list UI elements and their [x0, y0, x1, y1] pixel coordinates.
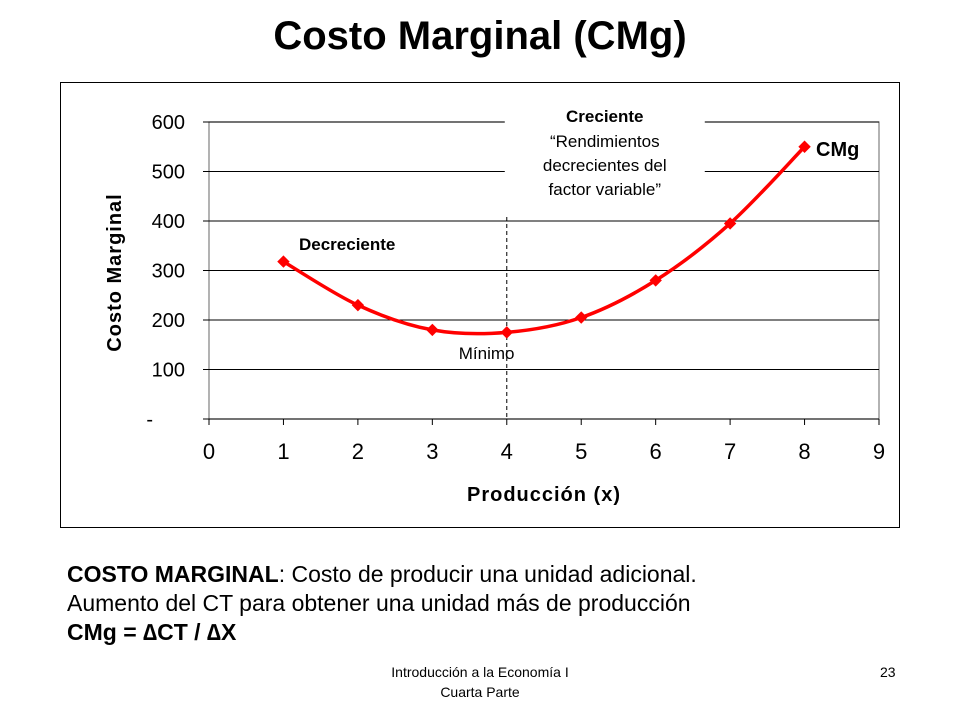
- cmg-data-point: [649, 274, 662, 287]
- x-tick-label: 3: [426, 439, 438, 464]
- cmg-data-point: [575, 311, 588, 324]
- footer-part: Cuarta Parte: [440, 684, 520, 700]
- x-tick-label: 0: [203, 439, 215, 464]
- annotation-increasing-line: decrecientes del: [543, 156, 667, 175]
- formula-line: CMg = ∆CT / ∆X: [67, 619, 237, 645]
- footer: Introducción a la Economía I Cuarta Part…: [330, 662, 630, 702]
- y-tick-label: -: [146, 409, 153, 431]
- slide-title: Costo Marginal (CMg): [273, 14, 687, 58]
- annotation-minimum: Mínimo: [459, 344, 515, 363]
- annotation-increasing-line: factor variable”: [549, 180, 662, 199]
- x-axis-title: Producción (x): [467, 484, 621, 506]
- x-tick-label: 8: [798, 439, 810, 464]
- definition-text: : Costo de producir una unidad adicional…: [278, 561, 697, 587]
- x-tick-label: 9: [873, 439, 885, 464]
- explanation-line: Aumento del CT para obtener una unidad m…: [67, 590, 691, 616]
- cmg-data-point: [798, 140, 811, 153]
- x-tick-label: 2: [352, 439, 364, 464]
- cmg-data-point: [500, 326, 513, 339]
- y-tick-label: 300: [152, 261, 185, 283]
- annotation-increasing-title: Creciente: [566, 107, 643, 126]
- chart-frame: - 100 200 300 400 500 600 0 1 2 3 4 5 6 7 8 9 Producción …: [60, 82, 900, 528]
- body-text: COSTO MARGINAL: Costo de producir una un…: [67, 560, 947, 647]
- y-tick-label: 100: [152, 360, 185, 382]
- annotation-decreasing: Decreciente: [299, 235, 395, 254]
- definition-line: COSTO MARGINAL: Costo de producir una un…: [67, 560, 947, 589]
- annotation-increasing-line: “Rendimientos: [550, 132, 660, 151]
- y-tick-label: 400: [152, 211, 185, 233]
- x-tick-label: 1: [277, 439, 289, 464]
- increasing-label-box: [504, 95, 705, 213]
- x-tick-label: 5: [575, 439, 587, 464]
- cmg-data-point: [426, 323, 439, 337]
- y-tick-label: 600: [152, 112, 185, 134]
- cmg-data-point: [351, 298, 365, 312]
- x-tick-label: 7: [724, 439, 736, 464]
- cmg-data-point: [723, 217, 737, 230]
- x-tick-label: 4: [501, 439, 513, 464]
- y-tick-label: 200: [152, 310, 185, 332]
- page-number: 23: [880, 664, 896, 680]
- marginal-cost-chart: - 100 200 300 400 500 600 0 1 2 3 4 5 6 7 8 9 Producción …: [104, 95, 885, 506]
- x-tick-label: 6: [650, 439, 662, 464]
- y-axis-title: Costo Marginal: [104, 193, 126, 351]
- series-label-cmg: CMg: [816, 139, 859, 161]
- y-tick-label: 500: [152, 162, 185, 184]
- definition-term: COSTO MARGINAL: [67, 561, 279, 587]
- footer-course: Introducción a la Economía I: [391, 664, 569, 680]
- cmg-data-point: [277, 255, 290, 268]
